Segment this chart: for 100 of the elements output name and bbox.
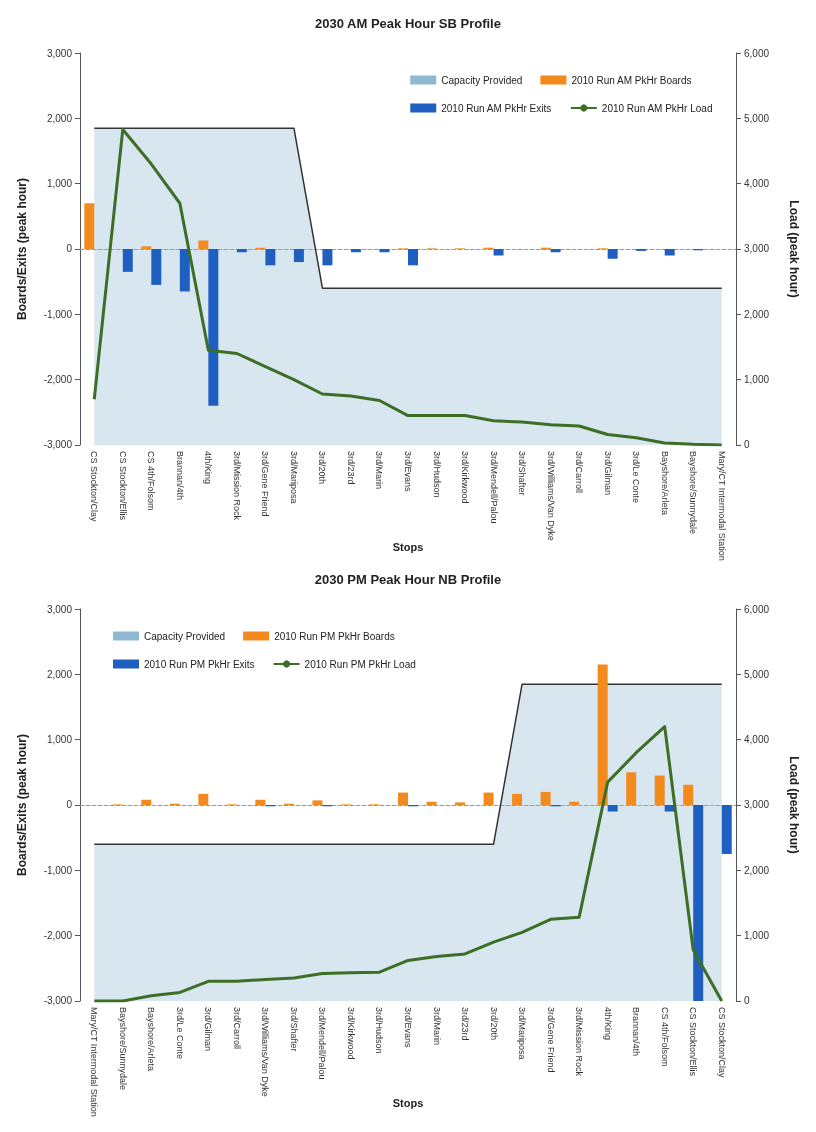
y2-axis-title: Load (peak hour) xyxy=(787,200,801,298)
bar xyxy=(540,791,551,805)
y-tick-label: 2,000 xyxy=(46,112,73,124)
x-tick-label: 3rd/Marin xyxy=(431,1006,442,1045)
x-tick-label: 3rd/Mission Rock xyxy=(574,1006,585,1077)
x-tick-label: CS Stockton/Clay xyxy=(716,1006,727,1078)
legend-label: Capacity Provided xyxy=(441,74,523,86)
legend-label: 2010 Run AM PkHr Load xyxy=(601,102,713,114)
bar xyxy=(198,240,209,249)
bar xyxy=(208,248,219,406)
legend-label: Capacity Provided xyxy=(144,630,226,642)
x-tick-label: 3rd/Shafter xyxy=(517,450,528,496)
chart-title: 2030 PM Peak Hour NB Profile xyxy=(314,572,502,587)
x-tick-label: 4th/King xyxy=(602,1006,613,1040)
y2-tick-label: 4,000 xyxy=(744,734,770,746)
bar xyxy=(683,784,694,805)
y-tick-label: -1,000 xyxy=(43,864,73,876)
x-tick-label: Bayshore/Sunnydale xyxy=(117,1006,128,1091)
y2-tick-label: 1,000 xyxy=(744,374,770,386)
x-tick-label: 3rd/23rd xyxy=(460,1006,471,1041)
y-tick-label: 1,000 xyxy=(46,734,73,746)
x-tick-label: 3rd/Evans xyxy=(403,450,413,492)
y-tick-label: 3,000 xyxy=(46,47,73,59)
x-tick-label: 3rd/Kirkwood xyxy=(345,1006,356,1060)
y-tick-label: 2,000 xyxy=(46,668,73,680)
x-tick-label: 3rd/Mendell/Palou xyxy=(317,1006,328,1080)
y-tick-label: -1,000 xyxy=(43,308,73,320)
bar xyxy=(350,248,361,253)
bar xyxy=(151,248,162,285)
y-tick-label: -2,000 xyxy=(43,930,73,942)
x-axis-title: Stops xyxy=(392,1096,424,1109)
bar xyxy=(626,772,637,805)
legend-label: 2010 Run AM PkHr Exits xyxy=(441,102,552,114)
x-tick-label: 3rd/Le Conte xyxy=(631,450,642,504)
bar xyxy=(607,248,618,259)
bar xyxy=(455,802,466,805)
x-tick-label: Bayshore/Arleta xyxy=(659,450,670,516)
x-tick-label: 3rd/Mission Rock xyxy=(231,450,242,521)
x-tick-label: CS Stockton/Clay xyxy=(89,450,100,522)
bar xyxy=(483,792,494,805)
y2-tick-label: 2,000 xyxy=(744,308,770,320)
legend-label: 2010 Run PM PkHr Exits xyxy=(144,658,255,670)
bar xyxy=(408,248,418,266)
y2-tick-label: 2,000 xyxy=(744,864,770,876)
x-tick-label: Brannan/4th xyxy=(174,450,185,501)
x-tick-label: 3rd/23rd xyxy=(345,450,356,485)
bar xyxy=(664,248,675,256)
x-tick-label: 3rd/Mariposa xyxy=(517,1006,528,1060)
x-tick-label: 3rd/Hudson xyxy=(374,1006,385,1054)
x-tick-label: 3rd/Hudson xyxy=(431,450,442,498)
y2-tick-label: 3,000 xyxy=(744,243,770,255)
bar xyxy=(179,248,190,292)
y-tick-label: 3,000 xyxy=(46,603,73,615)
x-tick-label: Mary/CT Intermodal Station xyxy=(716,450,727,561)
y2-tick-label: 6,000 xyxy=(744,47,770,59)
bar xyxy=(693,804,704,1001)
y2-tick-label: 5,000 xyxy=(744,668,770,680)
x-tick-label: 3rd/Gilman xyxy=(602,450,613,495)
bar xyxy=(255,799,266,805)
y2-tick-label: 5,000 xyxy=(744,112,770,124)
x-tick-label: Brannan/4th xyxy=(631,1006,642,1057)
x-tick-label: 3rd/Mendell/Palou xyxy=(488,450,499,524)
x-tick-label: Bayshore/Arleta xyxy=(146,1006,157,1072)
y-axis-title: Boards/Exits (peak hour) xyxy=(15,177,29,320)
y2-tick-label: 0 xyxy=(744,995,750,1007)
x-tick-label: 3rd/20th xyxy=(317,450,328,484)
bar xyxy=(493,248,504,256)
y2-tick-label: 6,000 xyxy=(744,603,770,615)
legend-label: 2010 Run PM PkHr Load xyxy=(304,658,416,670)
x-tick-label: 3rd/Le Conte xyxy=(174,1006,185,1060)
x-tick-label: 3rd/Williams/Van Dyke xyxy=(260,1006,271,1097)
x-tick-label: CS Stockton/Ellis xyxy=(117,450,128,521)
x-tick-label: 3rd/Kirkwood xyxy=(460,450,471,504)
bar xyxy=(84,203,95,249)
x-tick-label: 3rd/Gilman xyxy=(203,1006,214,1051)
bar xyxy=(236,248,247,253)
y2-tick-label: 1,000 xyxy=(744,930,770,942)
x-tick-label: 3rd/Mariposa xyxy=(288,450,299,504)
x-tick-label: CS 4th/Folsom xyxy=(659,1006,670,1067)
x-tick-label: 3rd/Gene Friend xyxy=(260,450,271,517)
x-tick-label: 3rd/Gene Friend xyxy=(545,1006,556,1073)
bar xyxy=(569,801,580,805)
bar xyxy=(198,793,209,805)
bar xyxy=(141,246,152,249)
x-tick-label: 3rd/Williams/Van Dyke xyxy=(545,450,556,541)
y2-tick-label: 3,000 xyxy=(744,799,770,811)
x-tick-label: 3rd/Carroll xyxy=(574,450,585,493)
bar xyxy=(141,799,152,805)
x-tick-label: 3rd/Carroll xyxy=(231,1006,242,1049)
x-tick-label: Bayshore/Sunnydale xyxy=(688,450,699,535)
y2-tick-label: 4,000 xyxy=(744,178,770,190)
legend-label: 2010 Run AM PkHr Boards xyxy=(571,74,692,86)
x-tick-label: 3rd/Marin xyxy=(374,450,385,489)
bar xyxy=(512,793,523,805)
x-tick-label: 3rd/Shafter xyxy=(288,1006,299,1052)
bar xyxy=(379,248,390,253)
bar xyxy=(293,248,304,263)
bar xyxy=(322,248,333,266)
x-tick-label: Mary/CT Intermodal Station xyxy=(89,1006,100,1117)
bar xyxy=(721,804,732,854)
